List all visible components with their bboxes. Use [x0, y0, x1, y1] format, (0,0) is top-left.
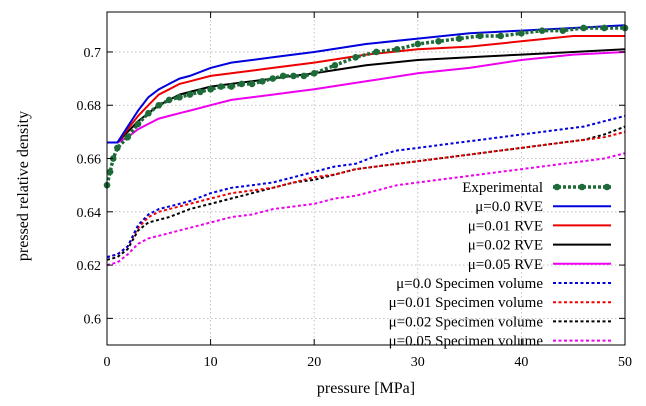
series-point	[310, 69, 318, 77]
x-tick-label: 20	[307, 355, 321, 370]
series-point	[393, 45, 401, 53]
series-point	[538, 27, 546, 34]
series-point	[134, 120, 142, 128]
series-point	[155, 101, 163, 109]
series-line-2	[107, 35, 625, 144]
series-point	[331, 61, 339, 69]
plot-frame	[106, 11, 626, 346]
series-point	[186, 91, 194, 98]
series-point	[196, 88, 204, 96]
series-point	[176, 93, 183, 101]
series-point	[109, 155, 117, 162]
series-point	[124, 133, 132, 141]
series-point	[217, 83, 225, 90]
legend-label: μ=0.02 Specimen volume	[389, 314, 544, 330]
series-point	[207, 85, 214, 93]
series-line-1	[107, 24, 626, 144]
series-point	[518, 30, 525, 37]
series-point	[352, 53, 359, 61]
x-tick-label: 50	[618, 355, 632, 370]
series-point	[228, 83, 235, 90]
series-line-7	[106, 125, 626, 261]
y-tick-label: 0.62	[77, 259, 102, 274]
series-point	[580, 24, 587, 32]
series-point	[259, 77, 266, 85]
x-axis-label: pressure [MPa]	[317, 380, 415, 397]
series-point	[279, 72, 287, 80]
ticks: 0 10 20 30 40 50 0.6 0.62 0.64 0.66 0.68 0.7	[77, 12, 632, 370]
series-point	[455, 35, 463, 42]
series-point	[373, 48, 380, 56]
legend-label: μ=0.0 Specimen volume	[396, 276, 543, 292]
series-point	[559, 27, 567, 34]
legend-label: μ=0.05 Specimen volume	[389, 334, 544, 350]
legend-marker	[553, 183, 561, 191]
y-tick-label: 0.7	[84, 46, 102, 61]
series-point	[600, 24, 608, 32]
series-line-8	[106, 152, 626, 267]
grid	[106, 12, 626, 345]
series-line-6	[106, 130, 626, 259]
x-tick-label: 0	[104, 355, 111, 370]
series-layer	[103, 24, 629, 267]
series-point	[476, 32, 484, 40]
x-tick-label: 40	[514, 355, 528, 370]
series-point	[269, 75, 277, 82]
series-line-4	[107, 51, 626, 144]
series-point	[106, 168, 114, 176]
x-tick-label: 10	[204, 355, 218, 370]
series-point	[238, 80, 245, 88]
legend-label: μ=0.0 RVE	[475, 199, 543, 215]
y-tick-label: 0.64	[77, 206, 102, 221]
series-point	[165, 96, 173, 104]
series-point	[114, 144, 121, 152]
series-point	[414, 40, 422, 48]
y-axis-label: pressed relative density	[15, 111, 32, 261]
series-line-5	[106, 114, 626, 259]
legend-label: μ=0.01 Specimen volume	[389, 295, 544, 311]
x-tick-label: 30	[411, 355, 425, 370]
y-tick-label: 0.68	[77, 99, 102, 114]
legend-marker	[578, 183, 586, 191]
legend-label: Experimental	[462, 180, 543, 196]
legend-label: μ=0.02 RVE	[468, 238, 543, 254]
series-point	[300, 72, 308, 80]
legend: Experimental μ=0.0 RVE μ=0.01 RVE μ=0.02 RV…	[389, 180, 611, 350]
legend-label: μ=0.05 RVE	[468, 257, 543, 273]
series-point	[497, 32, 504, 40]
series-point	[145, 109, 152, 117]
legend-marker	[603, 183, 611, 191]
legend-label: μ=0.01 RVE	[468, 218, 543, 234]
y-tick-label: 0.66	[77, 153, 102, 168]
series-point	[290, 72, 297, 80]
series-point	[248, 80, 256, 88]
series-point	[435, 38, 442, 45]
y-tick-label: 0.6	[84, 312, 102, 327]
